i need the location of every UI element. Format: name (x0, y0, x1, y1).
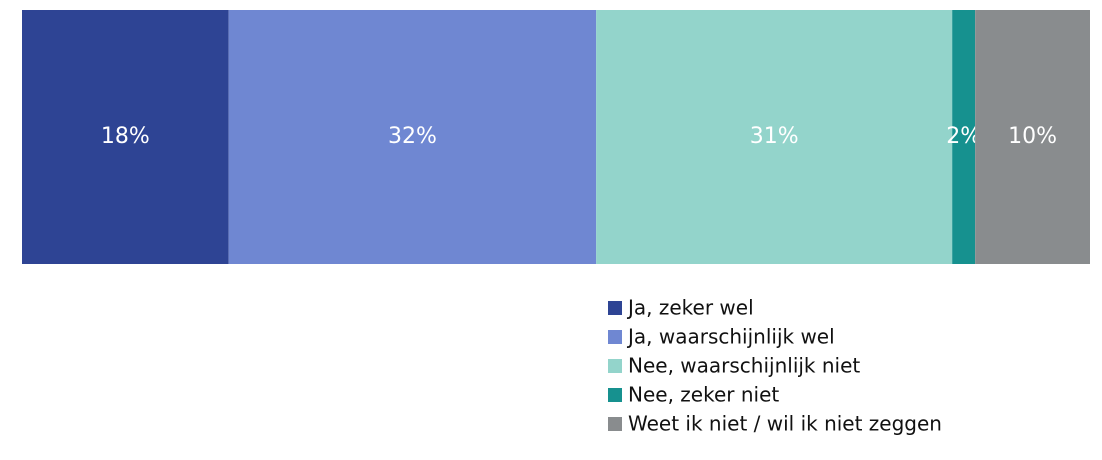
legend-swatch (608, 417, 622, 431)
value-label: 10% (1008, 124, 1057, 149)
bar-segment (22, 10, 229, 264)
legend-swatch (608, 301, 622, 315)
value-label: 18% (101, 124, 150, 149)
legend-label: Weet ik niet / wil ik niet zeggen (628, 412, 942, 436)
legend-swatch (608, 388, 622, 402)
legend-label: Nee, waarschijnlijk niet (628, 354, 860, 378)
legend-swatch (608, 330, 622, 344)
value-label: 31% (750, 124, 799, 149)
bar-segment (975, 10, 1090, 264)
bar-segment (952, 10, 976, 264)
value-label: 32% (388, 124, 437, 149)
legend-label: Ja, waarschijnlijk wel (626, 325, 835, 349)
bar-segment (596, 10, 953, 264)
legend-label: Ja, zeker wel (626, 296, 754, 320)
bar-segment (228, 10, 597, 264)
legend-label: Nee, zeker niet (628, 383, 779, 407)
legend-swatch (608, 359, 622, 373)
